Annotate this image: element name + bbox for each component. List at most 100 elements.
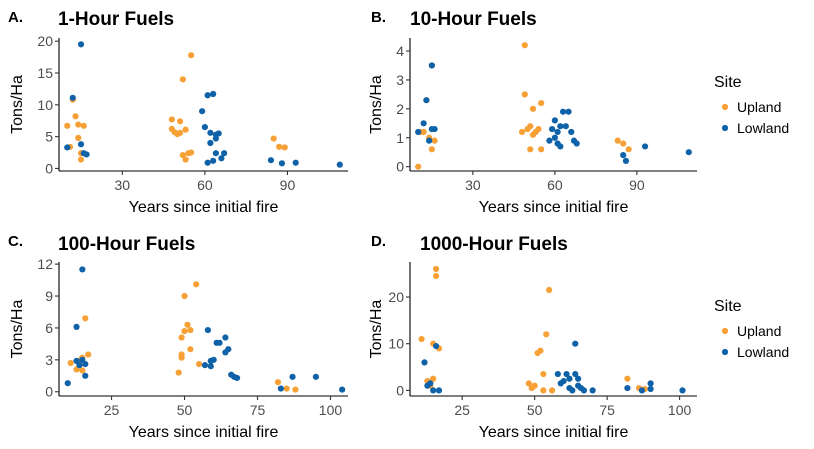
data-point-lowland bbox=[589, 387, 596, 394]
data-point-upland bbox=[177, 118, 184, 125]
y-tick-label: 10 bbox=[37, 97, 53, 113]
data-point-lowland bbox=[212, 135, 219, 142]
data-point-upland bbox=[270, 135, 277, 142]
data-point-lowland bbox=[580, 387, 588, 394]
data-point-upland bbox=[525, 380, 532, 387]
x-axis-title: Years since initial fire bbox=[129, 199, 279, 216]
series-upland bbox=[418, 265, 648, 394]
data-point-lowland bbox=[210, 356, 217, 363]
data-point-lowland bbox=[267, 157, 275, 164]
data-point-upland bbox=[178, 351, 185, 358]
data-point-lowland bbox=[551, 134, 558, 141]
x-axis-title: Years since initial fire bbox=[479, 424, 629, 441]
data-point-lowland bbox=[218, 155, 225, 162]
data-point-lowland bbox=[277, 385, 284, 392]
data-point-lowland bbox=[568, 128, 575, 136]
legend-1: Site Upland Lowland bbox=[714, 74, 789, 136]
data-point-lowland bbox=[572, 340, 579, 347]
data-point-lowland bbox=[69, 94, 76, 101]
data-point-upland bbox=[75, 121, 82, 128]
data-point-lowland bbox=[233, 374, 241, 382]
y-tick-label: 2 bbox=[396, 101, 404, 117]
data-point-lowland bbox=[207, 363, 214, 370]
data-point-lowland bbox=[426, 137, 433, 144]
legend-key-upland bbox=[721, 327, 729, 335]
data-point-lowland bbox=[679, 387, 686, 394]
data-point-upland bbox=[188, 52, 195, 59]
data-point-upland bbox=[420, 128, 427, 136]
data-point-upland bbox=[531, 382, 538, 389]
legend-key-lowland bbox=[721, 124, 729, 132]
data-point-lowland bbox=[420, 120, 427, 127]
panel-title: 1-Hour Fuels bbox=[58, 9, 174, 30]
data-point-upland bbox=[428, 146, 435, 153]
data-point-lowland bbox=[428, 62, 435, 69]
data-point-upland bbox=[67, 359, 74, 367]
x-tick-label: 30 bbox=[465, 177, 481, 193]
legend-label: Upland bbox=[737, 99, 781, 115]
data-point-lowland bbox=[685, 149, 692, 156]
data-point-upland bbox=[181, 292, 188, 300]
data-point-lowland bbox=[638, 387, 646, 394]
series-lowland bbox=[415, 62, 692, 164]
y-tick-label: 10 bbox=[388, 336, 404, 352]
series-upland bbox=[67, 281, 299, 393]
data-point-upland bbox=[193, 281, 200, 288]
panel-title: 10-Hour Fuels bbox=[410, 9, 537, 30]
data-point-lowland bbox=[423, 97, 430, 104]
data-point-upland bbox=[184, 321, 191, 328]
legend-label: Upland bbox=[737, 323, 781, 339]
data-point-lowland bbox=[216, 339, 223, 346]
data-point-upland bbox=[188, 149, 195, 156]
y-tick-label: 0 bbox=[396, 382, 404, 398]
y-tick-label: 3 bbox=[45, 352, 53, 368]
legend-label: Lowland bbox=[737, 120, 789, 136]
data-point-lowland bbox=[73, 323, 80, 330]
data-point-upland bbox=[177, 129, 184, 136]
data-point-upland bbox=[521, 42, 528, 49]
data-point-lowland bbox=[225, 346, 232, 353]
data-point-upland bbox=[85, 351, 92, 358]
data-point-lowland bbox=[427, 380, 434, 387]
y-tick-label: 0 bbox=[396, 159, 404, 175]
y-tick-label: 3 bbox=[396, 72, 404, 88]
data-point-lowland bbox=[64, 144, 71, 151]
data-point-lowland bbox=[64, 380, 71, 387]
data-point-upland bbox=[546, 286, 553, 294]
data-point-lowland bbox=[210, 157, 217, 164]
data-point-lowland bbox=[566, 375, 573, 382]
data-point-upland bbox=[182, 126, 189, 133]
panel-3: C. 100-Hour Fuels 0 3 6 9 12 25 50 75 100 Years sin… bbox=[8, 233, 348, 441]
x-tick-label: 90 bbox=[280, 177, 296, 193]
data-point-upland bbox=[540, 370, 547, 378]
data-point-upland bbox=[80, 122, 87, 129]
data-point-upland bbox=[418, 335, 425, 343]
data-point-upland bbox=[178, 334, 185, 341]
data-point-lowland bbox=[83, 151, 90, 158]
y-tick-label: 0 bbox=[45, 384, 53, 400]
x-tick-label: 30 bbox=[115, 177, 131, 193]
data-point-upland bbox=[614, 137, 621, 144]
panel-title: 1000-Hour Fuels bbox=[420, 234, 568, 255]
series-lowland bbox=[421, 340, 686, 394]
legend-title: Site bbox=[714, 298, 742, 315]
data-point-lowland bbox=[565, 108, 572, 115]
panel-letter: D. bbox=[371, 233, 386, 250]
series-upland bbox=[415, 42, 632, 170]
y-tick-label: 9 bbox=[45, 288, 53, 304]
data-point-upland bbox=[187, 346, 194, 353]
y-tick-label: 5 bbox=[45, 129, 53, 145]
data-point-upland bbox=[543, 331, 550, 338]
data-point-lowland bbox=[278, 160, 286, 167]
data-point-upland bbox=[540, 387, 547, 394]
data-point-lowland bbox=[435, 387, 443, 394]
x-tick-label: 50 bbox=[177, 402, 193, 418]
series-lowland bbox=[64, 41, 343, 168]
data-point-upland bbox=[548, 387, 556, 394]
panel-4: D. 1000-Hour Fuels 0 10 20 25 50 75 100 Years sin… bbox=[368, 233, 697, 441]
data-point-upland bbox=[181, 328, 188, 335]
x-tick-label: 60 bbox=[197, 177, 213, 193]
x-tick-label: 60 bbox=[547, 177, 563, 193]
data-point-upland bbox=[196, 360, 203, 368]
panel-title: 100-Hour Fuels bbox=[58, 234, 195, 255]
